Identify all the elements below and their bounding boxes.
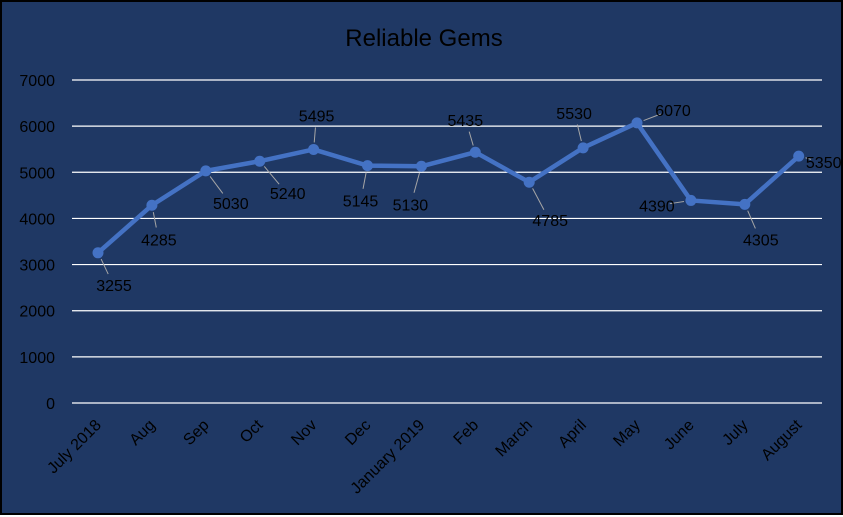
chart-title: Reliable Gems [345,25,502,52]
x-tick-label: Nov [288,417,320,449]
data-label-leader [100,258,109,275]
data-point [685,194,697,206]
data-label-leader [669,200,685,205]
data-label-leader [576,124,582,142]
data-label: 5130 [393,197,429,214]
data-label: 5530 [556,106,592,123]
x-tick-label: Sep [180,417,212,449]
x-tick-label: June [661,417,698,454]
data-label-leader [263,166,280,185]
y-tick-label: 5000 [19,165,55,182]
data-point [362,160,373,172]
data-point [92,247,104,259]
y-tick-label: 1000 [19,350,55,367]
data-label: 5495 [299,108,335,125]
data-point [739,198,751,210]
data-label-leader [805,157,812,160]
data-label: 5030 [213,196,249,213]
y-tick-label: 4000 [19,211,55,228]
data-label-leader [747,210,756,229]
y-tick-label: 7000 [19,73,55,90]
y-tick-label: 2000 [19,304,55,321]
data-label-leader-lines [100,113,812,275]
data-label: 5240 [270,186,306,203]
data-point [793,150,805,162]
data-label-leader [532,188,545,210]
data-label-leader [643,113,661,122]
series-line-group [96,120,801,255]
data-point [415,160,427,172]
y-tick-label: 0 [46,396,55,413]
data-point [631,117,643,129]
y-axis-tick-labels: 0 1000 2000 3000 4000 5000 6000 7000 [19,73,55,413]
data-label: 3255 [96,278,132,295]
x-tick-label: Aug [127,417,159,449]
data-label-leader [313,127,316,143]
data-point [146,199,158,211]
data-point [254,155,266,167]
x-tick-label: May [610,417,643,450]
data-label: 6070 [655,103,691,120]
data-label: 5350 [806,155,842,172]
y-tick-label: 6000 [19,119,55,136]
data-label: 5145 [343,194,379,211]
x-tick-label: Feb [451,417,483,449]
data-label-leader [209,176,224,194]
series-line [96,120,801,255]
data-label-leader [468,131,474,146]
data-point [577,142,589,154]
x-tick-label: July 2018 [44,417,105,478]
data-point [523,176,535,188]
data-label: 4390 [639,198,675,215]
data-label-leader [413,172,420,193]
x-tick-label: July [719,417,751,449]
data-label-leader [152,212,157,228]
data-point [200,165,212,177]
x-tick-label: April [555,417,590,452]
x-tick-label: Dec [342,417,374,449]
data-point [308,143,320,155]
x-tick-label: Oct [237,416,267,446]
data-label: 4785 [532,213,568,230]
data-label-leader [362,172,367,189]
x-tick-label: March [493,417,536,460]
data-labels: 3255 4285 5030 5240 5495 5145 5130 5435 4785 5530… [96,103,841,295]
data-label: 4305 [743,232,779,249]
data-markers [92,117,805,259]
gridlines [72,79,822,404]
y-tick-label: 3000 [19,258,55,275]
x-tick-label: August [758,416,806,464]
data-label: 4285 [141,232,177,249]
data-point [469,146,481,158]
data-label: 5435 [448,113,484,130]
